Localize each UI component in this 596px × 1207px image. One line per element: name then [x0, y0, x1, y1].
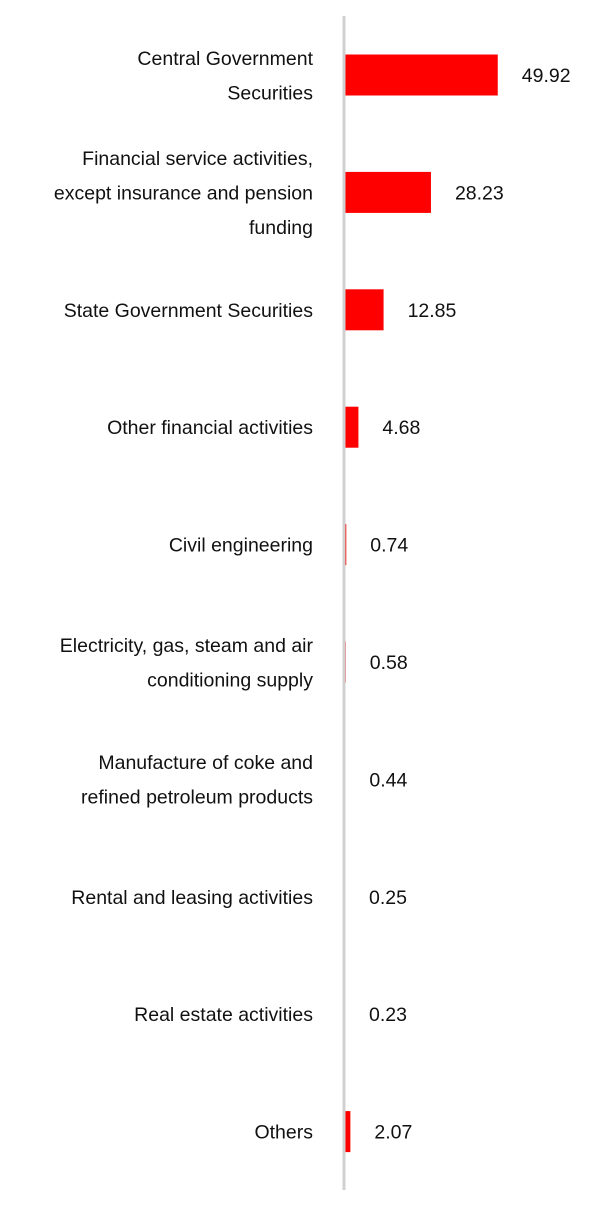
- category-label-3: Other financial activities: [107, 417, 313, 439]
- category-label-1-line-2: funding: [249, 217, 313, 239]
- bars-group: [344, 54, 498, 1153]
- value-label-7: 0.25: [369, 887, 407, 909]
- value-label-6: 0.44: [369, 769, 407, 791]
- value-label-2: 12.85: [408, 300, 457, 322]
- bar-9: [344, 1111, 351, 1153]
- bar-3: [344, 406, 359, 448]
- category-label-9-line-0: Others: [254, 1122, 313, 1144]
- category-label-4-line-0: Civil engineering: [169, 535, 313, 557]
- category-label-8: Real estate activities: [134, 1004, 313, 1026]
- category-label-5-line-0: Electricity, gas, steam and air: [60, 635, 314, 657]
- category-label-7-line-0: Rental and leasing activities: [71, 887, 313, 909]
- value-label-3: 4.68: [382, 417, 420, 439]
- bar-0: [344, 54, 498, 96]
- bar-2: [344, 289, 384, 331]
- category-label-2: State Government Securities: [64, 300, 314, 322]
- category-label-1: Financial service activities, except insu…: [54, 148, 313, 239]
- category-label-3-line-0: Other financial activities: [107, 417, 313, 439]
- category-label-6: Manufacture of coke and refined petroleum…: [81, 752, 313, 809]
- category-label-6-line-0: Manufacture of coke and: [98, 752, 313, 774]
- category-label-7: Rental and leasing activities: [71, 887, 313, 909]
- category-label-0-line-1: Securities: [227, 82, 313, 104]
- category-label-9: Others: [254, 1122, 313, 1144]
- value-label-9: 2.07: [374, 1122, 412, 1144]
- category-label-1-line-1: except insurance and pension: [54, 182, 313, 204]
- value-label-5: 0.58: [370, 652, 408, 674]
- category-label-5-line-1: conditioning supply: [147, 669, 313, 691]
- value-label-8: 0.23: [369, 1004, 407, 1026]
- category-label-8-line-0: Real estate activities: [134, 1004, 313, 1026]
- value-labels-group: 49.92 28.23 12.85 4.68 0.74 0.58 0.44 0.25 0.23 2…: [369, 65, 571, 1144]
- category-label-2-line-0: State Government Securities: [64, 300, 314, 322]
- category-labels-group: Central Government Securities Financial se…: [54, 48, 314, 1144]
- category-label-6-line-1: refined petroleum products: [81, 787, 313, 809]
- category-label-0-line-0: Central Government: [137, 48, 313, 70]
- category-label-5: Electricity, gas, steam and air condition…: [60, 635, 314, 692]
- bar-1: [344, 171, 431, 213]
- value-label-0: 49.92: [522, 65, 571, 87]
- value-label-4: 0.74: [370, 535, 408, 557]
- value-label-1: 28.23: [455, 182, 504, 204]
- category-label-0: Central Government Securities: [137, 48, 313, 105]
- category-label-4: Civil engineering: [169, 535, 313, 557]
- category-label-1-line-0: Financial service activities,: [82, 148, 313, 170]
